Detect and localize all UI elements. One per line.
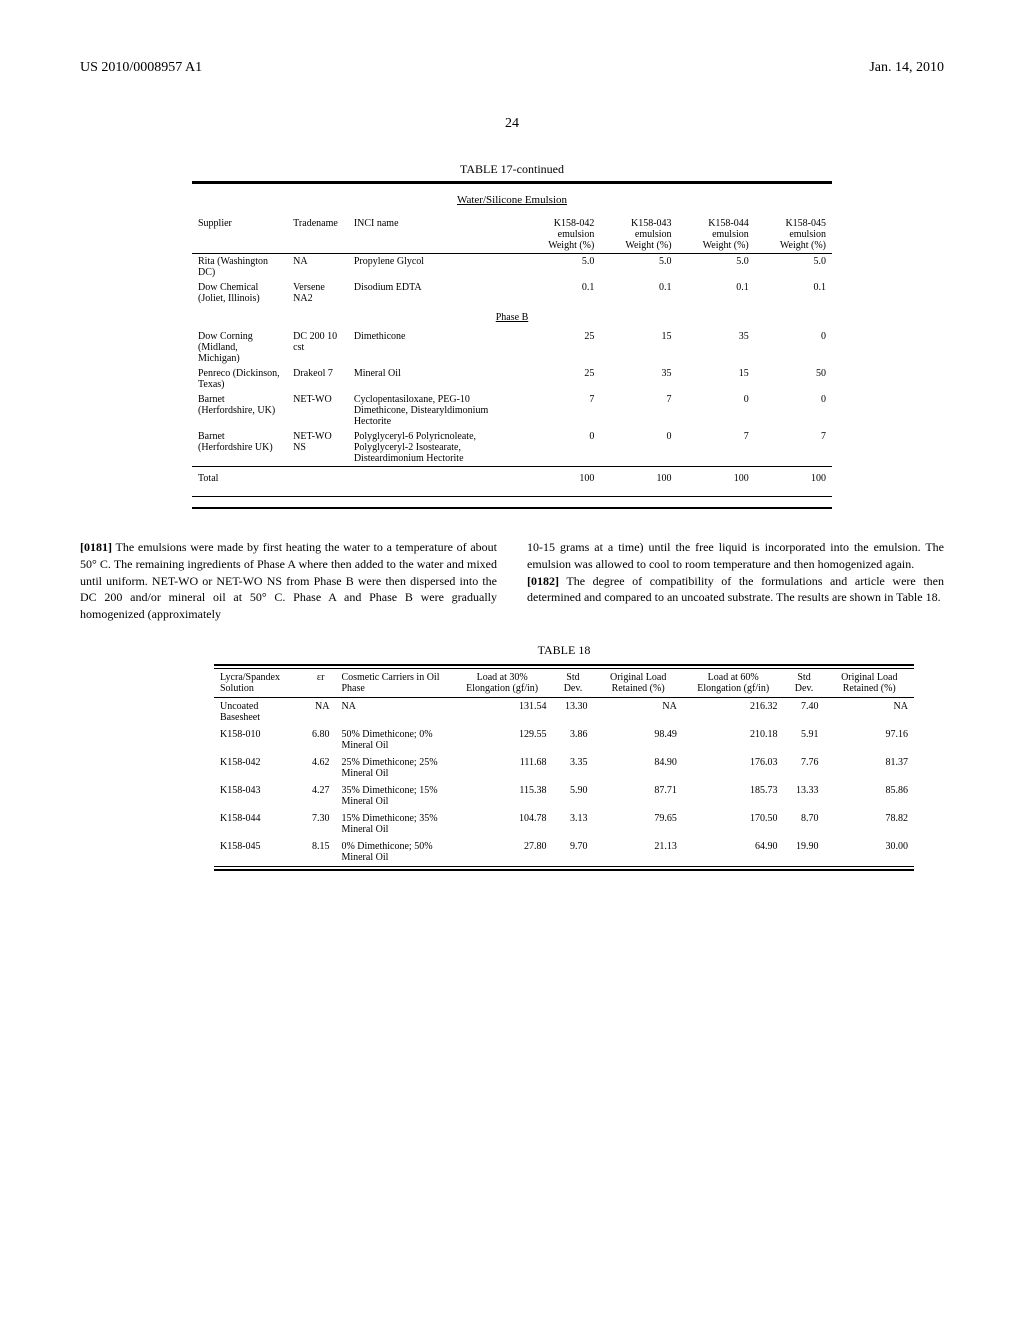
table17-subcaption: Water/Silicone Emulsion [80, 194, 944, 206]
rule [192, 507, 832, 509]
table-row: Dow Corning (Midland, Michigan)DC 200 10… [192, 329, 832, 366]
para-text: 10-15 grams at a time) until the free li… [527, 540, 944, 571]
table18-wrap: TABLE 18 Lycra/Spandex Solution εr Cosme… [80, 643, 944, 871]
col: Std Dev. [552, 669, 593, 698]
body-text: [0181] The emulsions were made by first … [80, 539, 944, 623]
right-column: 10-15 grams at a time) until the free li… [527, 539, 944, 623]
col: Lycra/Spandex Solution [214, 669, 306, 698]
rule [192, 496, 832, 497]
col: εr [306, 669, 336, 698]
page-number: 24 [80, 116, 944, 132]
col: Std Dev. [784, 669, 825, 698]
col-k042: K158-042 emulsion Weight (%) [523, 216, 600, 254]
para-num: [0181] [80, 540, 112, 554]
left-column: [0181] The emulsions were made by first … [80, 539, 497, 623]
table-row: K158-0458.150% Dimethicone; 50% Mineral … [214, 838, 914, 866]
publication-number: US 2010/0008957 A1 [80, 60, 202, 76]
page-header: US 2010/0008957 A1 Jan. 14, 2010 [80, 60, 944, 76]
publication-date: Jan. 14, 2010 [869, 60, 944, 76]
col-k045: K158-045 emulsion Weight (%) [755, 216, 832, 254]
col-k043: K158-043 emulsion Weight (%) [600, 216, 677, 254]
table-row: K158-0447.3015% Dimethicone; 35% Mineral… [214, 810, 914, 838]
total-label: Total [192, 467, 287, 487]
rule [192, 183, 832, 184]
table-row: Dow Chemical (Joliet, Illinois)Versene N… [192, 280, 832, 306]
col: Load at 60% Elongation (gf/in) [683, 669, 784, 698]
table-row: Uncoated BasesheetNANA131.5413.30NA216.3… [214, 697, 914, 726]
para-text: The degree of compatibility of the formu… [527, 574, 944, 605]
table-row: K158-0106.8050% Dimethicone; 0% Mineral … [214, 726, 914, 754]
table-row: K158-0424.6225% Dimethicone; 25% Mineral… [214, 754, 914, 782]
table17: Supplier Tradename INCI name K158-042 em… [192, 216, 832, 486]
col: Load at 30% Elongation (gf/in) [452, 669, 553, 698]
para-text: The emulsions were made by first heating… [80, 540, 497, 621]
table-row: K158-0434.2735% Dimethicone; 15% Mineral… [214, 782, 914, 810]
table-row: Barnet (Herfordshire, UK)NET-WOCyclopent… [192, 392, 832, 429]
table-row: Penreco (Dickinson, Texas)Drakeol 7Miner… [192, 366, 832, 392]
rule [214, 664, 914, 666]
table18: Lycra/Spandex Solution εr Cosmetic Carri… [214, 669, 914, 866]
col: Cosmetic Carriers in Oil Phase [335, 669, 451, 698]
col-tradename: Tradename [287, 216, 348, 254]
rule [214, 869, 914, 871]
col: Original Load Retained (%) [825, 669, 914, 698]
table18-caption: TABLE 18 [214, 643, 914, 658]
table-row: Rita (Washington DC)NAPropylene Glycol5.… [192, 254, 832, 281]
col: Original Load Retained (%) [593, 669, 682, 698]
table17-total-row: Total 100 100 100 100 [192, 467, 832, 487]
table-row: Barnet (Herfordshire UK)NET-WO NSPolygly… [192, 429, 832, 467]
phase-b-header: Phase B [192, 306, 832, 329]
col-inci: INCI name [348, 216, 523, 254]
col-supplier: Supplier [192, 216, 287, 254]
para-num: [0182] [527, 574, 559, 588]
table17-caption: TABLE 17-continued [80, 162, 944, 177]
col-k044: K158-044 emulsion Weight (%) [678, 216, 755, 254]
rule [214, 866, 914, 867]
